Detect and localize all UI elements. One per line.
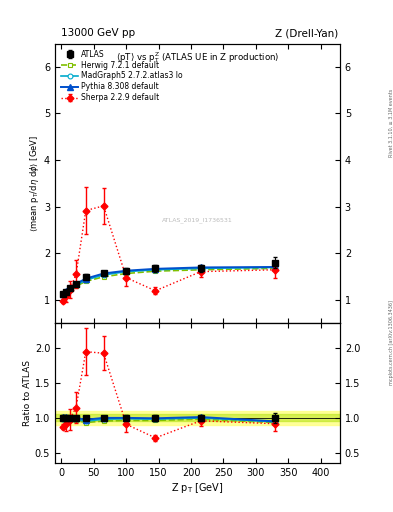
Pythia 8.308 default bbox=[153, 266, 158, 272]
MadGraph5 2.7.2.atlas3 lo bbox=[124, 269, 129, 275]
Herwig 7.2.1 default bbox=[83, 279, 88, 285]
MadGraph5 2.7.2.atlas3 lo bbox=[83, 277, 88, 283]
Pythia 8.308 default bbox=[74, 281, 79, 287]
Herwig 7.2.1 default bbox=[74, 283, 79, 289]
MadGraph5 2.7.2.atlas3 lo bbox=[64, 289, 69, 295]
Line: Pythia 8.308 default: Pythia 8.308 default bbox=[61, 264, 278, 297]
MadGraph5 2.7.2.atlas3 lo bbox=[74, 282, 79, 288]
Pythia 8.308 default bbox=[124, 268, 129, 274]
Bar bbox=[55, 411, 340, 425]
Text: mcplots.cern.ch [arXiv:1306.3436]: mcplots.cern.ch [arXiv:1306.3436] bbox=[389, 301, 393, 386]
MadGraph5 2.7.2.atlas3 lo bbox=[61, 292, 66, 298]
Line: MadGraph5 2.7.2.atlas3 lo: MadGraph5 2.7.2.atlas3 lo bbox=[61, 265, 277, 297]
Pythia 8.308 default bbox=[67, 285, 72, 291]
MadGraph5 2.7.2.atlas3 lo bbox=[67, 286, 72, 292]
Text: Z (Drell-Yan): Z (Drell-Yan) bbox=[275, 28, 338, 38]
Herwig 7.2.1 default bbox=[273, 265, 277, 271]
MadGraph5 2.7.2.atlas3 lo bbox=[198, 265, 203, 271]
Herwig 7.2.1 default bbox=[67, 287, 72, 293]
Herwig 7.2.1 default bbox=[124, 270, 129, 276]
Text: ATLAS_2019_I1736531: ATLAS_2019_I1736531 bbox=[162, 217, 233, 223]
Text: $\langle$pT$\rangle$ vs $\mathrm{p_T^Z}$ (ATLAS UE in Z production): $\langle$pT$\rangle$ vs $\mathrm{p_T^Z}$… bbox=[116, 51, 279, 66]
Herwig 7.2.1 default bbox=[61, 292, 66, 298]
Pythia 8.308 default bbox=[198, 264, 203, 270]
Pythia 8.308 default bbox=[64, 288, 69, 294]
MadGraph5 2.7.2.atlas3 lo bbox=[273, 264, 277, 270]
Y-axis label: $\langle$mean p$_\mathrm{T}$/d$\eta$ d$\phi\rangle$ [GeV]: $\langle$mean p$_\mathrm{T}$/d$\eta$ d$\… bbox=[28, 135, 41, 232]
Legend: ATLAS, Herwig 7.2.1 default, MadGraph5 2.7.2.atlas3 lo, Pythia 8.308 default, Sh: ATLAS, Herwig 7.2.1 default, MadGraph5 2… bbox=[59, 47, 185, 104]
Herwig 7.2.1 default bbox=[198, 267, 203, 273]
MadGraph5 2.7.2.atlas3 lo bbox=[101, 272, 106, 278]
Pythia 8.308 default bbox=[273, 264, 277, 270]
Herwig 7.2.1 default bbox=[64, 290, 69, 296]
Pythia 8.308 default bbox=[101, 270, 106, 276]
Y-axis label: Ratio to ATLAS: Ratio to ATLAS bbox=[23, 360, 32, 426]
Pythia 8.308 default bbox=[61, 291, 66, 297]
Text: Rivet 3.1.10, ≥ 3.1M events: Rivet 3.1.10, ≥ 3.1M events bbox=[389, 89, 393, 157]
X-axis label: Z p$_\mathrm{T}$ [GeV]: Z p$_\mathrm{T}$ [GeV] bbox=[171, 481, 224, 495]
Herwig 7.2.1 default bbox=[101, 274, 106, 280]
Line: Herwig 7.2.1 default: Herwig 7.2.1 default bbox=[61, 266, 277, 298]
Pythia 8.308 default bbox=[83, 275, 88, 282]
Herwig 7.2.1 default bbox=[153, 268, 158, 274]
Text: 13000 GeV pp: 13000 GeV pp bbox=[61, 28, 135, 38]
MadGraph5 2.7.2.atlas3 lo bbox=[153, 267, 158, 273]
Bar bbox=[55, 414, 340, 421]
